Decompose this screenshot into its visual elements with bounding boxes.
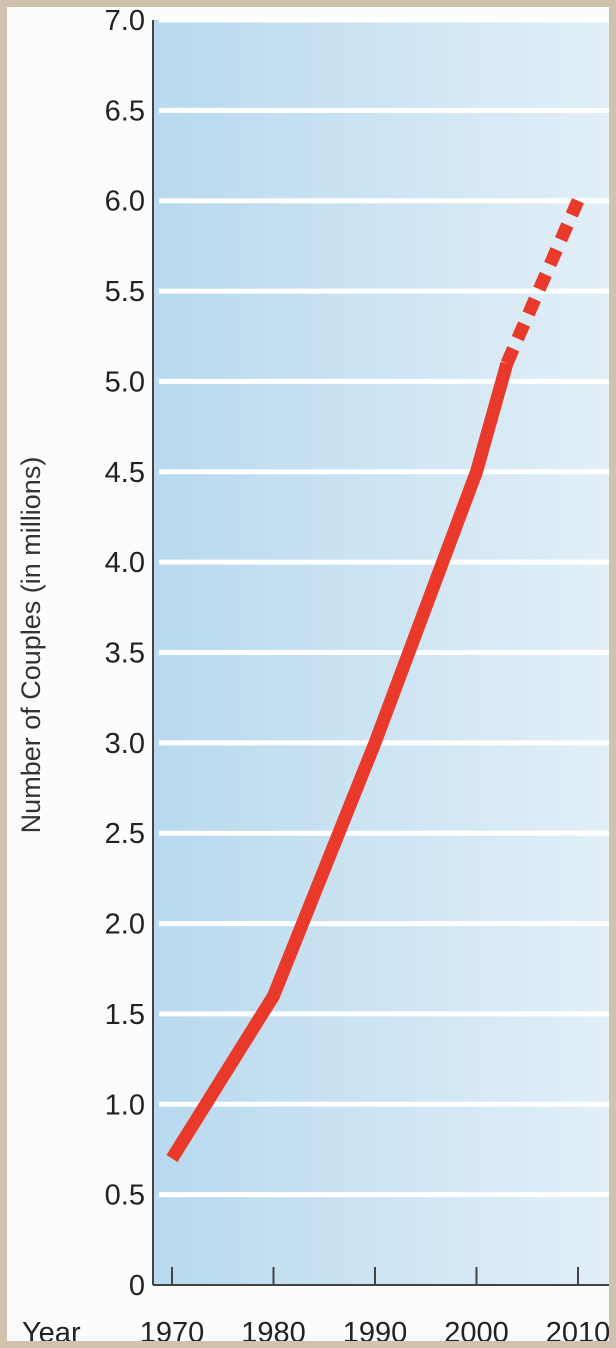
y-tick-label: 3.0 [105,728,145,760]
y-tick-label: 5.5 [105,276,145,308]
y-tick-label: 4.5 [105,457,145,489]
y-tick-label: 5.0 [105,366,145,398]
y-tick-label: 6.5 [105,95,145,127]
y-tick-label: 3.5 [105,638,145,670]
y-tick-label: 1.0 [105,1089,145,1121]
y-tick-label: 2.0 [105,909,145,941]
y-tick-label: 2.5 [105,818,145,850]
grid-lines [159,17,609,1198]
x-axis-title: Year [22,1317,81,1348]
x-axis: 1970 1980 1990 2000 2010 [140,1267,611,1348]
y-tick-label: 0 [129,1270,145,1302]
x-tick-label: 2010 [546,1317,611,1348]
y-tick-label: 4.0 [105,547,145,579]
y-tick-label: 1.5 [105,999,145,1031]
y-axis-title: Number of Couples (in millions) [16,457,46,834]
y-tick-label: 7.0 [105,5,145,37]
x-tick-label: 1970 [140,1317,205,1348]
series-line-projected [500,198,584,367]
x-tick-label: 1990 [343,1317,408,1348]
y-tick-label: 6.0 [105,186,145,218]
series-line-actual [166,361,514,1162]
y-axis: 0 0.5 1.0 1.5 2.0 2.5 3.0 3.5 4.0 4.5 5.0 5.5 6.0 6.5… [105,5,154,1302]
series-lines [166,198,584,1162]
y-tick-label: 0.5 [105,1180,145,1212]
x-tick-label: 2000 [444,1317,509,1348]
x-tick-label: 1980 [241,1317,306,1348]
